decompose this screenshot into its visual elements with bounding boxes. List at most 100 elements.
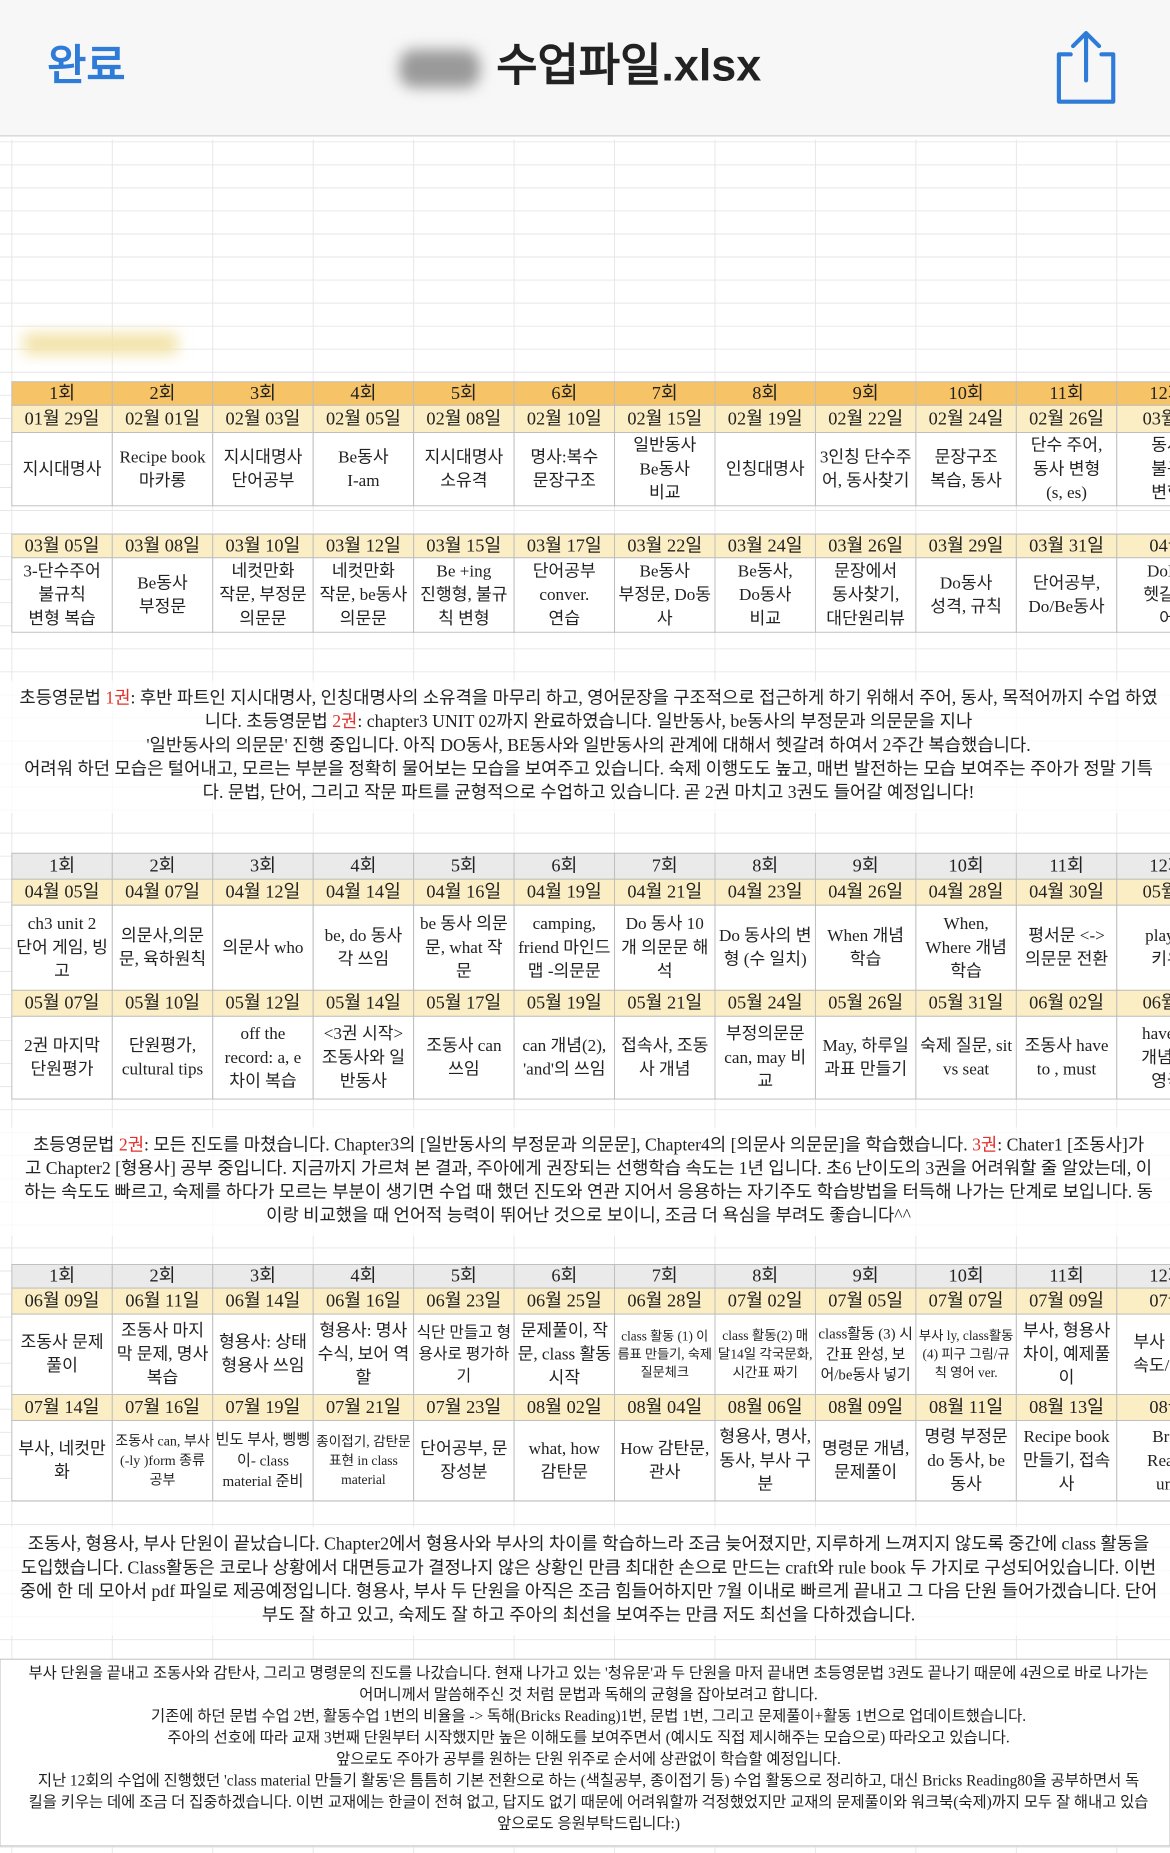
cell xyxy=(111,432,214,507)
cell xyxy=(714,1394,816,1421)
cell xyxy=(1116,1420,1170,1502)
cell xyxy=(413,1420,515,1502)
cell-text: (s, es) xyxy=(1046,483,1087,502)
cell-text: DoBe xyxy=(1147,561,1170,580)
cell-text: Recipe book xyxy=(119,447,206,466)
cell-text: 부정문, Do동 xyxy=(619,585,712,604)
cell-text: 조동사 have xyxy=(1025,1036,1109,1055)
cell-text: Do/Be동사 xyxy=(1028,597,1104,616)
cell-text: 6회 xyxy=(551,383,577,403)
cell xyxy=(413,1015,515,1100)
cell-text: 08월 09일 xyxy=(828,1397,903,1417)
cell-text: 시간표 짜기 xyxy=(733,1365,798,1380)
cell-text: uni xyxy=(1156,1474,1170,1493)
cell xyxy=(1015,989,1118,1017)
note-box xyxy=(0,680,1170,814)
cell xyxy=(1015,852,1118,880)
cell xyxy=(614,989,716,1017)
cell-text: 동사 변형 xyxy=(1033,459,1100,478)
done-button[interactable]: 완료 xyxy=(47,42,125,90)
final-note-box xyxy=(0,1658,1170,1847)
cell xyxy=(11,1313,113,1395)
cell-text: 연습 xyxy=(549,609,581,628)
cell-text: 감탄문 xyxy=(541,1463,588,1482)
cell xyxy=(915,1420,1017,1502)
cell-text: 헷갈리 xyxy=(1143,585,1170,604)
sheet-cells: 1회 2회 3회 4회 5회 6회 7회 8회 9회 10회 11회 12회 01월 29일 02월 01… xyxy=(0,381,1170,1847)
cell xyxy=(11,989,113,1017)
cell xyxy=(1015,904,1118,991)
cell-text: what, how xyxy=(529,1439,601,1458)
cell-text: Do동사 xyxy=(739,585,792,604)
note-line: 고 Chapter2 [형용사] 공부 중입니다. 지금까지 가르쳐 본 결과,… xyxy=(25,1158,1152,1178)
cell-text: Recipe book xyxy=(1024,1427,1111,1446)
cell xyxy=(413,432,515,507)
cell-text: 불규 xyxy=(1151,459,1170,478)
share-button[interactable] xyxy=(1056,31,1116,104)
cell-text: 08월 13일 xyxy=(1029,1397,1104,1417)
cell-text: 사 xyxy=(657,609,673,628)
blurred-label xyxy=(23,333,178,355)
cell-text: 석 xyxy=(657,962,673,981)
cell-text: 학습 xyxy=(850,950,882,969)
cell xyxy=(312,1287,415,1315)
cell-text: 복습, 동사 xyxy=(930,471,1002,490)
cell xyxy=(513,1394,616,1421)
cell-text: 평서문 <-> xyxy=(1028,926,1105,945)
note-text: 어려워 하던 모습은 털어내고, 모르는 부분을 정확히 물어보는 모습을 보여… xyxy=(24,759,1153,779)
note-text: 니다. 초등영문법 xyxy=(205,711,332,731)
note-line: 어려워 하던 모습은 털어내고, 모르는 부분을 정확히 물어보는 모습을 보여… xyxy=(24,759,1153,779)
cell-text: 부정문 xyxy=(139,597,186,616)
cell-text: material 준비 xyxy=(223,1473,304,1490)
cell xyxy=(915,852,1017,880)
cell-text: be, do 동사 xyxy=(325,926,403,945)
cell-text: 4회 xyxy=(350,1266,376,1286)
cell xyxy=(814,904,917,991)
cell xyxy=(111,904,214,991)
cell xyxy=(413,1287,515,1315)
cell-text: <3권 시작> xyxy=(324,1024,403,1043)
cell-text: 03월 0 xyxy=(1143,408,1170,428)
cell xyxy=(212,1015,314,1100)
cell-text: 명령 부정문 xyxy=(925,1427,1008,1446)
cell-text: 06월 23일 xyxy=(426,1291,501,1311)
note-text: 초등영문법 xyxy=(19,688,105,708)
cell-text: 03월 15일 xyxy=(426,535,501,555)
cell-text: 조동사 can xyxy=(426,1036,502,1055)
cell-text: 동사, 부사 구 xyxy=(719,1451,811,1470)
cell-text: 교 xyxy=(757,1071,773,1090)
cell-text: 단어공부, xyxy=(1033,573,1100,592)
cell-text: 작문, be동사 xyxy=(320,585,408,604)
cell xyxy=(11,1015,113,1100)
cell xyxy=(814,1313,917,1395)
cell-text: Be동사 xyxy=(639,459,690,478)
note-line: 부도 잘 하고 있고, 숙제도 잘 하고 주아의 최선을 보여주는 만큼 저도 … xyxy=(262,1605,915,1625)
cell-text: 8회 xyxy=(752,856,778,876)
cell-text: 네컷만화 xyxy=(332,561,395,580)
cell-text: can 개념(2), xyxy=(522,1036,606,1055)
cell-text: 4회 xyxy=(350,856,376,876)
cell xyxy=(312,852,415,880)
cell-text: 단원평가 xyxy=(31,1060,94,1079)
cell-text: 1회 xyxy=(49,383,75,403)
cell-text: 03월 08일 xyxy=(125,535,200,555)
cell xyxy=(915,557,1017,633)
cell-text: 04월 23일 xyxy=(728,882,803,902)
note-line: 다. 문법, 단어, 그리고 작문 파트를 균형적으로 수업하고 있습니다. 곧… xyxy=(203,782,975,802)
cell-text: 대단원리뷰 xyxy=(826,609,905,628)
cell xyxy=(915,1313,1017,1395)
cell-text: 단수 주어, xyxy=(1031,436,1103,455)
cell-text: 11회 xyxy=(1049,1266,1083,1286)
cell-text: 조동사와 일 xyxy=(322,1048,405,1067)
cell-text: 단원평가, xyxy=(129,1036,196,1055)
final-note-line: 주아의 선호에 따라 교재 3번째 단원부터 시작했지만 높은 이해도를 보여주… xyxy=(167,1729,1009,1747)
cell-text: Bric xyxy=(1152,1427,1170,1446)
cell-text: 숙제 질문, sit xyxy=(920,1036,1012,1055)
cell-text: 문장에서 xyxy=(834,561,897,580)
cell-text: 02월 24일 xyxy=(929,408,1004,428)
cell xyxy=(1116,1313,1170,1395)
cell-text: 3-단수주어 xyxy=(23,561,100,580)
cell-text: 풀이 xyxy=(46,1356,78,1375)
cell-text: 문제풀이 xyxy=(834,1463,897,1482)
cell xyxy=(814,878,917,906)
